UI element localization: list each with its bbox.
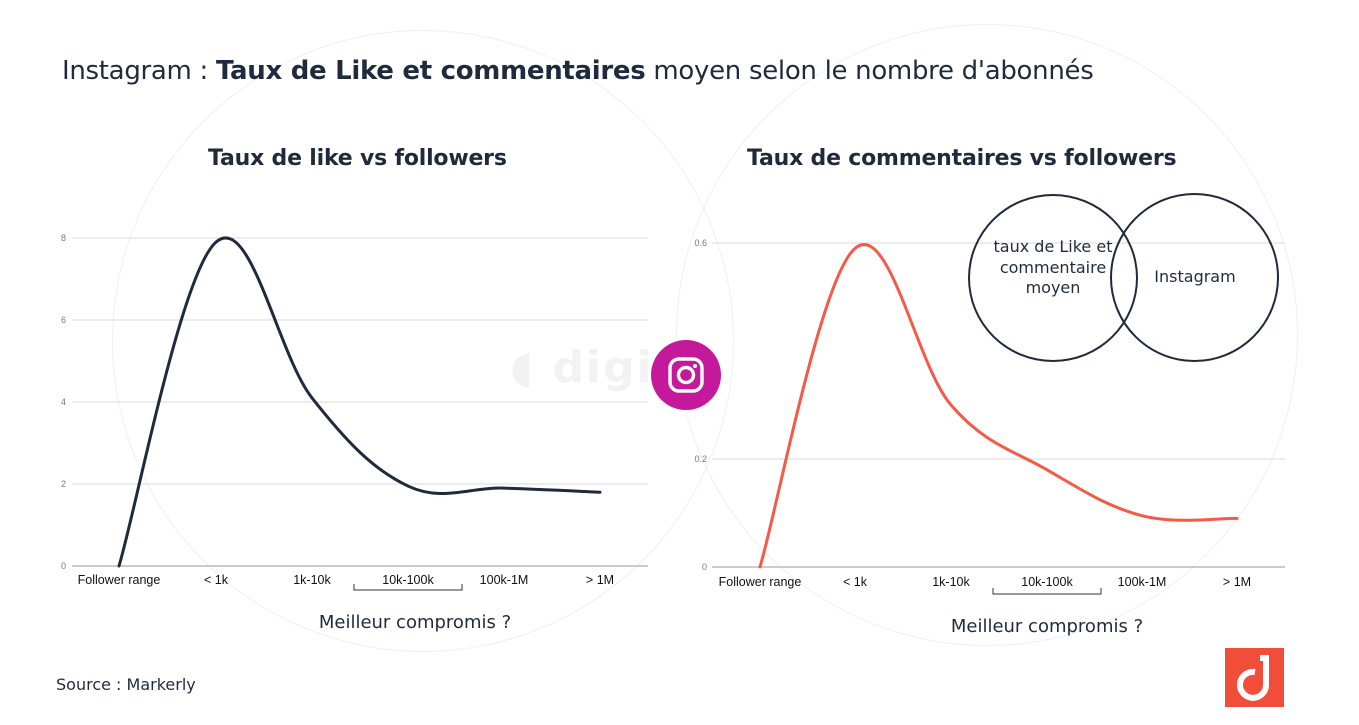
- annotation-label: Meilleur compromis ?: [951, 616, 1143, 637]
- x-tick-label: 1k-10k: [293, 573, 331, 587]
- x-tick-label: 10k-100k: [1021, 575, 1073, 589]
- chart-title-comments: Taux de commentaires vs followers: [747, 146, 1177, 171]
- annotation-label: Meilleur compromis ?: [319, 612, 511, 633]
- x-tick-label: 1k-10k: [932, 575, 970, 589]
- y-tick-label: 6: [61, 315, 66, 325]
- x-tick-label: Follower range: [719, 575, 802, 589]
- venn-circle-right: [1110, 193, 1279, 362]
- page-title: Instagram : Taux de Like et commentaires…: [62, 56, 1094, 86]
- x-tick-label: > 1M: [586, 573, 614, 587]
- y-tick-label: 8: [61, 233, 66, 243]
- source-caption: Source : Markerly: [56, 675, 196, 694]
- x-tick-label: < 1k: [843, 575, 868, 589]
- venn-label-right: Instagram: [1154, 267, 1236, 286]
- chart-title-likes: Taux de like vs followers: [208, 146, 507, 171]
- y-tick-label: 0: [702, 562, 707, 572]
- y-tick-label: 0.2: [694, 454, 707, 464]
- y-tick-label: 0: [61, 561, 66, 571]
- y-tick-label: 4: [61, 397, 66, 407]
- instagram-icon: [651, 340, 721, 410]
- venn-label-left: taux de Like et commentaire moyen: [993, 237, 1113, 297]
- y-tick-label: 0.6: [694, 238, 707, 248]
- highlight-bracket: [992, 588, 1102, 595]
- highlight-bracket: [353, 584, 463, 591]
- x-tick-label: 100k-1M: [1118, 575, 1167, 589]
- x-tick-label: < 1k: [204, 573, 229, 587]
- series-line: [758, 243, 1239, 569]
- x-tick-label: Follower range: [78, 573, 161, 587]
- watermark-logo: ◖ digi: [510, 342, 654, 393]
- x-tick-label: 100k-1M: [480, 573, 529, 587]
- brand-logo: [1225, 648, 1284, 707]
- y-tick-label: 2: [61, 479, 66, 489]
- instagram-glyph: [668, 357, 704, 393]
- brand-logo-glyph: [1237, 655, 1269, 701]
- x-tick-label: > 1M: [1223, 575, 1251, 589]
- series-line: [117, 236, 602, 568]
- x-tick-label: 10k-100k: [382, 573, 434, 587]
